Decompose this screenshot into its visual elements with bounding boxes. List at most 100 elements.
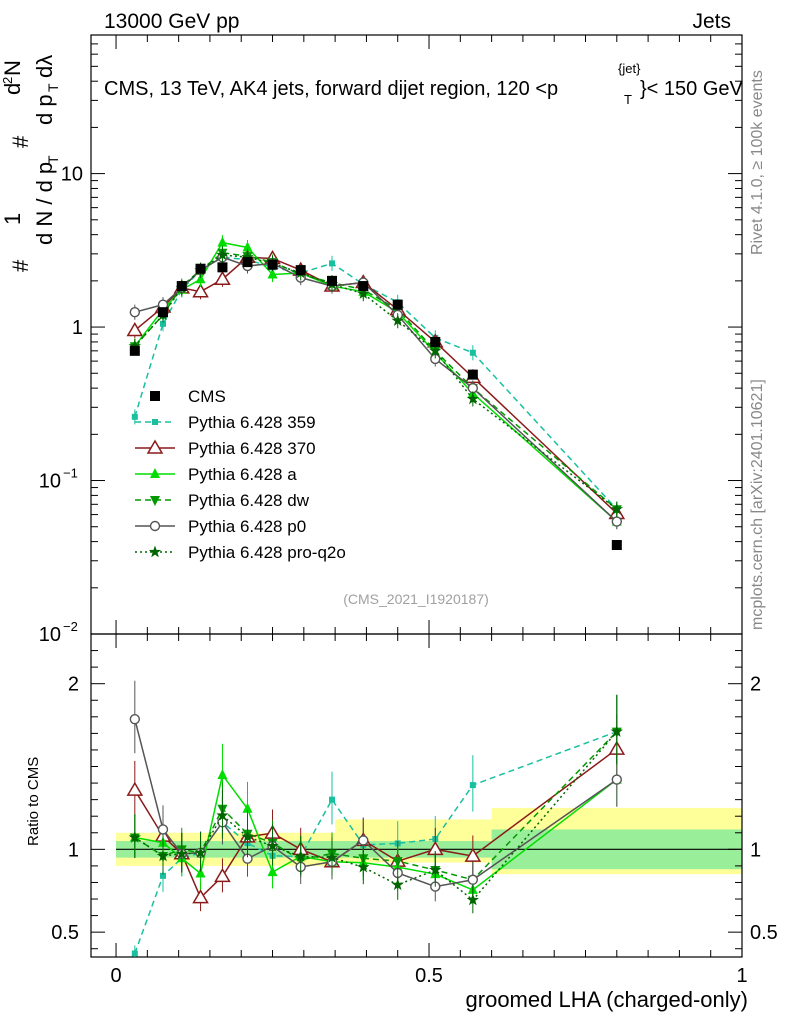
data-point: [195, 263, 206, 274]
ratio-point: [467, 874, 479, 885]
legend-label: Pythia 6.428 dw: [188, 491, 310, 510]
data-point: [176, 281, 187, 292]
y-tick-exponent: −2: [63, 619, 78, 634]
ratio-point: [131, 950, 138, 957]
svg-text:T: T: [45, 155, 61, 164]
legend-label: CMS: [188, 387, 226, 406]
legend-marker: [148, 545, 162, 558]
data-point: [326, 275, 337, 286]
series-point: [267, 268, 278, 279]
ratio-point: [294, 849, 307, 862]
chart-title: CMS, 13 TeV, AK4 jets, forward dijet reg…: [104, 61, 744, 107]
svg-text:{jet}: {jet}: [618, 61, 641, 76]
watermark: (CMS_2021_I1920187): [343, 591, 489, 607]
y-tick-label: 10: [39, 624, 61, 646]
ratio-point: [464, 847, 482, 862]
ratio-y-label: Ratio to CMS: [25, 757, 42, 846]
ratio-point: [429, 863, 442, 876]
mcplots-label: mcplots.cern.ch [arXiv:2401.10621]: [749, 379, 766, 630]
svg-text:d p: d p: [32, 94, 57, 125]
ratio-point: [328, 796, 335, 803]
data-point: [430, 336, 441, 347]
ratio-point: [266, 839, 279, 852]
svg-text:2: 2: [0, 77, 15, 84]
ratio-point: [129, 713, 141, 725]
svg-text:CMS, 13 TeV, AK4 jets, forward: CMS, 13 TeV, AK4 jets, forward dijet reg…: [104, 78, 558, 100]
x-tick-label: 0: [110, 965, 121, 987]
data-point: [157, 307, 168, 318]
svg-text:T: T: [624, 92, 632, 107]
y-tick-label: 10: [61, 164, 83, 186]
header-left: 13000 GeV pp: [104, 10, 239, 33]
data-point: [267, 259, 278, 270]
legend-marker: [150, 391, 160, 401]
legend-marker: [146, 439, 164, 454]
legend-marker: [150, 468, 160, 478]
series-point: [131, 413, 138, 420]
series-point: [217, 236, 228, 247]
ratio-point: [126, 781, 144, 796]
ratio-point: [357, 860, 370, 873]
legend-label: Pythia 6.428 a: [188, 465, 297, 484]
y-tick-label: 10: [39, 471, 61, 493]
series-point: [241, 250, 254, 263]
series-point: [328, 260, 335, 267]
ratio-point: [216, 809, 229, 821]
svg-text:N: N: [0, 60, 25, 76]
ratio-point: [192, 889, 209, 904]
ratio-point: [157, 824, 169, 835]
ratio-point: [358, 835, 369, 846]
ratio-point: [128, 831, 141, 843]
series-point: [129, 306, 141, 318]
ratio-frame: [90, 633, 743, 958]
legend-label: Pythia 6.428 370: [188, 439, 316, 458]
ratio-point: [611, 774, 623, 785]
ratio-point: [325, 851, 339, 863]
ratio-tick-label-right: 2: [750, 674, 761, 696]
ratio-point: [156, 849, 170, 862]
legend-marker: [150, 496, 160, 506]
data-point: [295, 265, 306, 276]
series-point: [611, 516, 623, 527]
series-point: [466, 392, 479, 405]
svg-text:d N / d p: d N / d p: [32, 162, 57, 245]
ratio-point: [214, 867, 231, 883]
series-point: [159, 320, 166, 327]
svg-text:dλ: dλ: [32, 55, 57, 78]
ratio-point: [175, 847, 188, 860]
svg-text:d: d: [0, 83, 25, 95]
series-point: [126, 321, 144, 337]
legend-label: Pythia 6.428 p0: [188, 517, 306, 536]
data-point: [611, 540, 622, 551]
series-point: [391, 314, 404, 326]
legend-label: Pythia 6.428 359: [188, 413, 316, 432]
series-point: [192, 283, 209, 298]
ratio-point: [391, 878, 404, 891]
ratio-line: [134, 731, 618, 902]
ratio-tick-label: 0.5: [51, 922, 79, 944]
ratio-point: [194, 846, 207, 858]
data-point: [129, 345, 140, 356]
data-point: [467, 369, 478, 380]
rivet-label: Rivet 4.1.0, ≥ 100k events: [749, 70, 766, 255]
ratio-point: [195, 867, 206, 878]
series-point: [357, 287, 370, 299]
x-tick-label: 1: [736, 965, 747, 987]
ratio-tick-label: 1: [68, 839, 79, 861]
ratio-point: [217, 768, 228, 779]
ratio-point: [242, 802, 253, 813]
ratio-tick-label-right: 0.5: [750, 922, 778, 944]
y-tick-label: 1: [72, 317, 83, 339]
header-right: Jets: [692, 10, 731, 33]
svg-text:T: T: [45, 83, 61, 92]
series-point: [469, 349, 476, 356]
series-point: [467, 382, 479, 394]
svg-text:#: #: [8, 259, 33, 272]
data-point: [217, 262, 228, 273]
ratio-tick-label-right: 1: [750, 839, 761, 861]
ratio-point: [241, 830, 254, 843]
svg-text:}< 150 GeV: }< 150 GeV: [640, 78, 744, 100]
ratio-point: [469, 782, 476, 789]
ratio-point: [159, 872, 166, 879]
x-axis-label: groomed LHA (charged-only): [466, 987, 748, 1012]
